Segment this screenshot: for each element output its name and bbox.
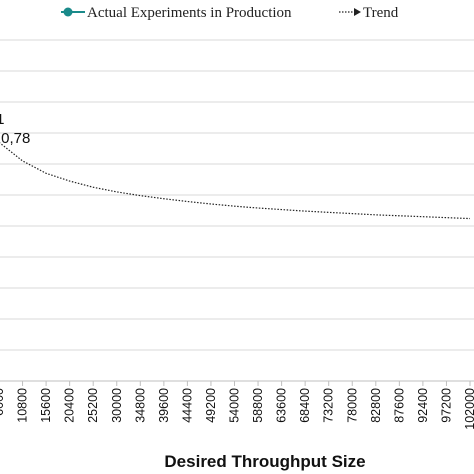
x-tick-marks xyxy=(22,381,471,386)
x-tick-label: 78000 xyxy=(345,388,359,423)
x-tick-label: 97200 xyxy=(439,388,453,423)
x-tick-label: 87600 xyxy=(392,388,406,423)
trend-series xyxy=(0,142,471,220)
x-tick-label: 82800 xyxy=(369,388,383,423)
x-tick-label: 20400 xyxy=(63,388,77,423)
x-tick-label: 10800 xyxy=(16,388,30,423)
trend-line xyxy=(0,142,471,220)
legend-actual-label: Actual Experiments in Production xyxy=(87,5,292,21)
legend-item-trend: Trend xyxy=(339,5,399,21)
x-tick-label: 6000 xyxy=(0,388,6,416)
legend-actual-marker xyxy=(63,7,73,17)
x-tick-label: 25200 xyxy=(86,388,100,423)
legend-trend-label: Trend xyxy=(363,5,399,21)
x-tick-label: 30000 xyxy=(110,388,124,423)
x-tick-label: 44400 xyxy=(180,388,194,423)
data-label: 0,78 xyxy=(1,130,30,147)
x-tick-label: 58800 xyxy=(251,388,265,423)
x-tick-label: 54000 xyxy=(228,388,242,423)
x-axis-title: Desired Throughput Size xyxy=(164,452,365,471)
grid-lines xyxy=(0,39,474,351)
x-tick-label: 102000 xyxy=(463,388,474,430)
x-tick-label: 63600 xyxy=(275,388,289,423)
x-tick-label: 49200 xyxy=(204,388,218,423)
x-tick-label: 73200 xyxy=(322,388,336,423)
x-tick-label: 92400 xyxy=(416,388,430,423)
data-label: 0,81 xyxy=(0,111,4,128)
x-tick-labels: 6000 10800 15600 20400 25200 30000 34800 39600 4… xyxy=(0,388,474,430)
legend: Actual Experiments in Production Trend xyxy=(61,5,399,21)
x-tick-label: 34800 xyxy=(133,388,147,423)
x-tick-label: 15600 xyxy=(39,388,53,423)
x-tick-label: 39600 xyxy=(157,388,171,423)
legend-item-actual: Actual Experiments in Production xyxy=(61,5,292,21)
legend-trend-arrow xyxy=(354,8,361,16)
data-labels: 0,960,870,810,78 xyxy=(0,111,30,147)
x-tick-label: 68400 xyxy=(298,388,312,423)
